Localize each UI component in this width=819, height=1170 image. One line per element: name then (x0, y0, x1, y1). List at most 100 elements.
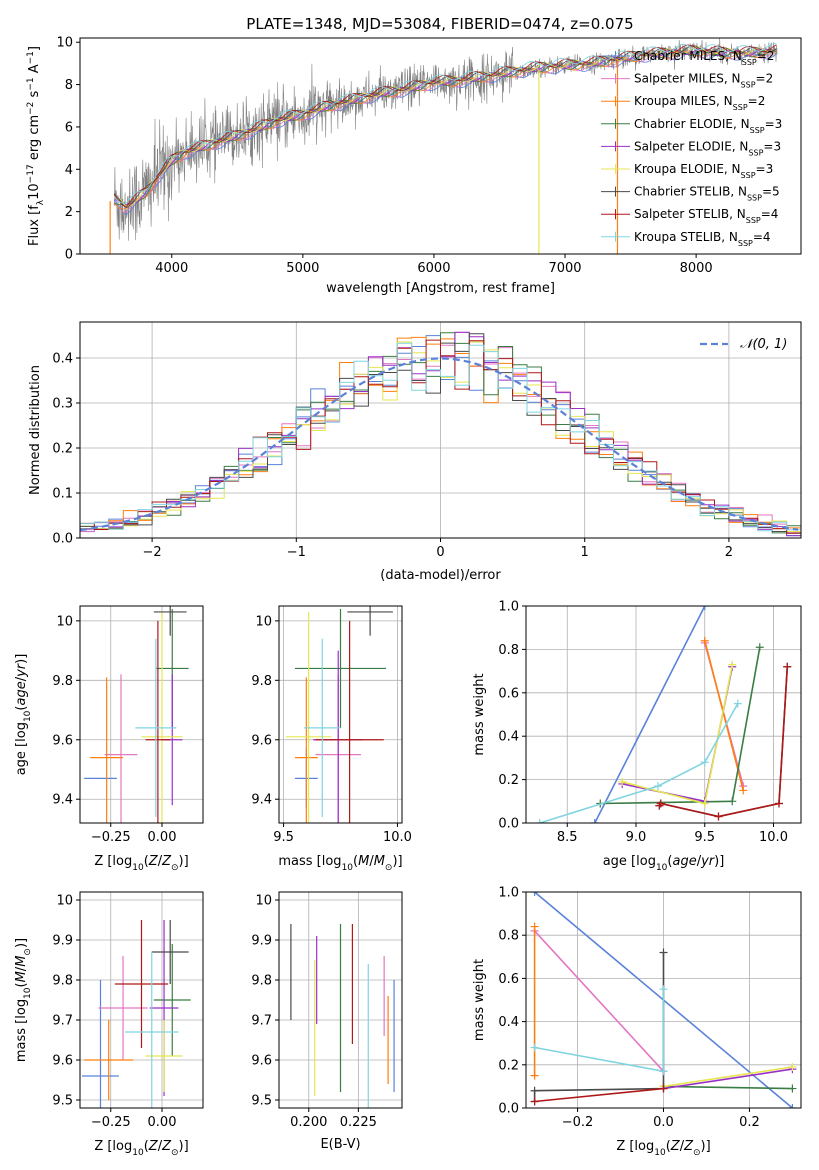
y-tick-label: 4 (65, 163, 73, 178)
axes-frame (79, 605, 204, 824)
axes-weight_vs_age: 8.5 9.0 9.5 10.0 0.0 0.2 0.4 0.6 0.8 1.0 age [log1… (472, 600, 802, 873)
weight-marker-kroupa-elodie (618, 777, 627, 786)
x-tick-label: 6000 (417, 261, 450, 276)
histogram-kroupa-stelib (80, 342, 801, 532)
x-tick-label: 0.225 (340, 1115, 377, 1130)
y-tick-label: 0.2 (498, 1058, 519, 1073)
weight-marker-kroupa-stelib (733, 699, 742, 708)
y-tick-label: 9.8 (52, 674, 73, 689)
y-tick-label: 9.5 (251, 1094, 272, 1109)
legend: Chabrier MILES, NSSP=2 Salpeter MILES, NS… (601, 49, 782, 247)
weight-marker-kroupa-miles (530, 922, 539, 931)
weight-marker-chabrier-elodie (788, 1084, 797, 1093)
legend-entry-chabrier-elodie: Chabrier ELODIE, NSSP=3 (634, 117, 782, 135)
y-tick-label: 10 (56, 614, 73, 629)
plot-area-age_vs_Z (80, 606, 203, 823)
y-tick-label: 9.6 (52, 733, 73, 748)
y-tick-label: 1.0 (498, 886, 519, 901)
legend-entry-kroupa-miles: Kroupa MILES, NSSP=2 (634, 94, 765, 112)
y-tick-label: 9.6 (52, 1054, 73, 1069)
weight-marker-chabrier-elodie (755, 643, 764, 652)
figure-title: PLATE=1348, MJD=53084, FIBERID=0474, z=0… (246, 15, 633, 33)
x-tick-label: 0.200 (290, 1115, 327, 1130)
legend-entry-kroupa-stelib: Kroupa STELIB, NSSP=4 (634, 230, 771, 248)
weight-marker-kroupa-miles (739, 786, 748, 795)
y-tick-label: 0.1 (52, 487, 73, 502)
axes-spectrum: 4000 5000 6000 7000 8000 0 2 4 6 8 10 wavelength [A… (26, 36, 802, 296)
y-tick-label: 2 (65, 205, 73, 220)
x-axis-label: Z [log10(Z/Z⊙)] (616, 1139, 710, 1158)
model-spectrum-kroupa-stelib (113, 43, 777, 205)
y-tick-label: 10 (255, 614, 272, 629)
y-tick-label: 9.7 (251, 1014, 272, 1029)
y-axis-label: Normed distribution (28, 365, 43, 495)
x-tick-label: 9.5 (694, 830, 715, 845)
weight-marker-salpeter-stelib (659, 1084, 668, 1093)
y-axis-label: mass [log10(M/M⊙)] (14, 938, 33, 1062)
x-tick-label: 5000 (286, 261, 319, 276)
x-axis-label: Z [log10(Z/Z⊙)] (94, 1139, 188, 1158)
y-tick-label: 9.8 (251, 974, 272, 989)
plot-area-age_vs_mass (279, 606, 402, 823)
y-tick-label: 9.4 (52, 793, 73, 808)
y-tick-label: 0.6 (498, 972, 519, 987)
x-axis-label: Z [log10(Z/Z⊙)] (94, 854, 188, 873)
x-tick-label: 8.5 (557, 830, 578, 845)
weight-marker-salpeter-stelib (530, 1097, 539, 1106)
x-tick-label: 10.0 (383, 830, 412, 845)
weight-marker-chabrier-miles (530, 892, 539, 896)
x-tick-label: 7000 (548, 261, 581, 276)
x-axis-label: age [log10(age/yr)] (603, 854, 725, 873)
y-tick-label: 8 (65, 78, 73, 93)
weight-marker-kroupa-stelib (659, 985, 668, 994)
weight-marker-salpeter-stelib (783, 662, 792, 671)
weight-marker-kroupa-stelib (659, 1067, 668, 1076)
axes-frame (79, 321, 802, 539)
model-spectrum-chabrier-stelib (113, 45, 777, 209)
legend-entry-salpeter-stelib: Salpeter STELIB, NSSP=4 (634, 207, 778, 225)
x-tick-label: 0.0 (653, 1115, 674, 1130)
x-tick-label: 4000 (155, 261, 188, 276)
plot-area-mass_vs_EBV (279, 892, 402, 1108)
y-axis-label: age [log10(age/yr)] (14, 654, 33, 776)
legend-entry-chabrier-miles: Chabrier MILES, NSSP=2 (634, 49, 774, 67)
plot-area-mass_vs_Z (80, 892, 203, 1108)
legend-entry-kroupa-elodie: Kroupa ELODIE, NSSP=3 (634, 162, 773, 180)
y-tick-label: 9.4 (251, 793, 272, 808)
axes-frame (79, 891, 204, 1109)
x-tick-label: −0.2 (562, 1115, 594, 1130)
weight-marker-salpeter-stelib (656, 799, 665, 808)
weight-marker-kroupa-miles (530, 1071, 539, 1080)
weight-marker-kroupa-stelib (535, 819, 544, 823)
x-tick-label: −1 (287, 545, 306, 560)
axes-frame (525, 891, 802, 1109)
legend-entry-salpeter-miles: Salpeter MILES, NSSP=2 (634, 72, 773, 90)
weight-line-chabrier-elodie (663, 1085, 793, 1090)
x-tick-label: 9.5 (273, 830, 294, 845)
y-tick-label: 1.0 (498, 600, 519, 615)
x-tick-label: −2 (143, 545, 162, 560)
y-tick-label: 0 (65, 248, 73, 263)
y-tick-label: 0.0 (498, 817, 519, 832)
x-tick-label: −0.25 (91, 1115, 131, 1130)
y-tick-label: 0.0 (52, 532, 73, 547)
weight-line-kroupa-miles (704, 640, 745, 791)
weight-marker-chabrier-miles (700, 606, 709, 610)
y-tick-label: 9.7 (52, 1014, 73, 1029)
x-tick-label: 0.00 (148, 830, 177, 845)
weight-marker-kroupa-elodie (700, 799, 709, 808)
y-tick-label: 0.6 (498, 686, 519, 701)
y-tick-label: 0.4 (52, 352, 73, 367)
weight-line-kroupa-stelib (539, 703, 739, 823)
y-tick-label: 0.0 (498, 1102, 519, 1117)
y-tick-label: 6 (65, 120, 73, 135)
plot-area-spectrum (109, 38, 778, 254)
axes-residuals: −2 −1 0 1 2 0.0 0.1 0.2 0.3 0.4 (data-model)/error… (28, 321, 802, 583)
weight-marker-kroupa-elodie (788, 1062, 797, 1071)
weight-marker-kroupa-elodie (728, 660, 737, 669)
weight-marker-chabrier-elodie (728, 797, 737, 806)
axes-frame (525, 605, 802, 824)
axes-mass_vs_Z: −0.25 0.00 9.5 9.6 9.7 9.8 9.9 10 Z [log10(Z/Z⊙)… (14, 891, 204, 1158)
y-tick-label: 0.8 (498, 643, 519, 658)
